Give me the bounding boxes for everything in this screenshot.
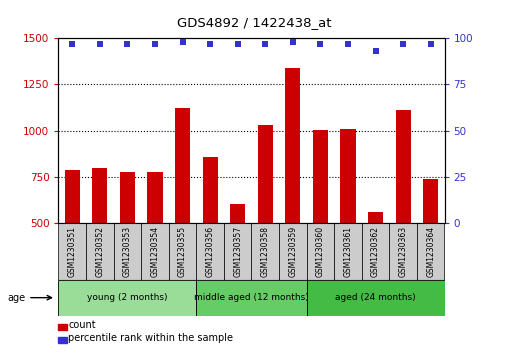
Bar: [313, 130, 328, 316]
Bar: [175, 109, 190, 316]
Bar: [224, 223, 251, 280]
Point: [96, 41, 104, 46]
Text: GSM1230357: GSM1230357: [233, 226, 242, 277]
Text: GSM1230352: GSM1230352: [96, 226, 104, 277]
Bar: [307, 223, 334, 280]
Text: young (2 months): young (2 months): [87, 293, 168, 302]
Point: [178, 39, 186, 45]
Text: GSM1230361: GSM1230361: [343, 226, 353, 277]
Text: aged (24 months): aged (24 months): [335, 293, 416, 302]
Bar: [141, 223, 169, 280]
Text: age: age: [8, 293, 26, 303]
Bar: [340, 129, 356, 316]
Bar: [169, 223, 196, 280]
Text: count: count: [69, 319, 96, 330]
Bar: [423, 179, 438, 316]
Point: [234, 41, 242, 46]
Text: GSM1230364: GSM1230364: [426, 226, 435, 277]
Text: GSM1230351: GSM1230351: [68, 226, 77, 277]
Point: [427, 41, 435, 46]
Text: GSM1230360: GSM1230360: [316, 226, 325, 277]
Bar: [307, 280, 444, 316]
Point: [68, 41, 76, 46]
Text: GSM1230354: GSM1230354: [150, 226, 160, 277]
Bar: [285, 68, 300, 316]
Text: percentile rank within the sample: percentile rank within the sample: [69, 333, 233, 343]
Text: GDS4892 / 1422438_at: GDS4892 / 1422438_at: [177, 16, 331, 29]
Text: GSM1230358: GSM1230358: [261, 226, 270, 277]
Bar: [417, 223, 444, 280]
Bar: [203, 156, 217, 316]
Point: [123, 41, 132, 46]
Bar: [334, 223, 362, 280]
Bar: [120, 172, 135, 316]
Text: GSM1230362: GSM1230362: [371, 226, 380, 277]
Point: [344, 41, 352, 46]
Text: GSM1230353: GSM1230353: [123, 226, 132, 277]
Point: [371, 48, 379, 54]
Bar: [251, 223, 279, 280]
Bar: [196, 223, 224, 280]
Bar: [58, 280, 196, 316]
Point: [261, 41, 269, 46]
Bar: [65, 171, 80, 316]
Bar: [230, 204, 245, 316]
Text: GSM1230363: GSM1230363: [399, 226, 407, 277]
Point: [206, 41, 214, 46]
Bar: [86, 223, 114, 280]
Bar: [147, 172, 163, 316]
Point: [151, 41, 159, 46]
Bar: [368, 212, 383, 316]
Bar: [92, 168, 107, 316]
Text: GSM1230356: GSM1230356: [206, 226, 214, 277]
Point: [289, 39, 297, 45]
Point: [399, 41, 407, 46]
Bar: [58, 223, 86, 280]
Point: [316, 41, 325, 46]
Text: GSM1230359: GSM1230359: [289, 226, 297, 277]
Text: GSM1230355: GSM1230355: [178, 226, 187, 277]
Bar: [258, 125, 273, 316]
Text: middle aged (12 months): middle aged (12 months): [194, 293, 309, 302]
Bar: [362, 223, 389, 280]
Bar: [279, 223, 307, 280]
Bar: [196, 280, 307, 316]
Bar: [396, 110, 410, 316]
Bar: [389, 223, 417, 280]
Bar: [114, 223, 141, 280]
